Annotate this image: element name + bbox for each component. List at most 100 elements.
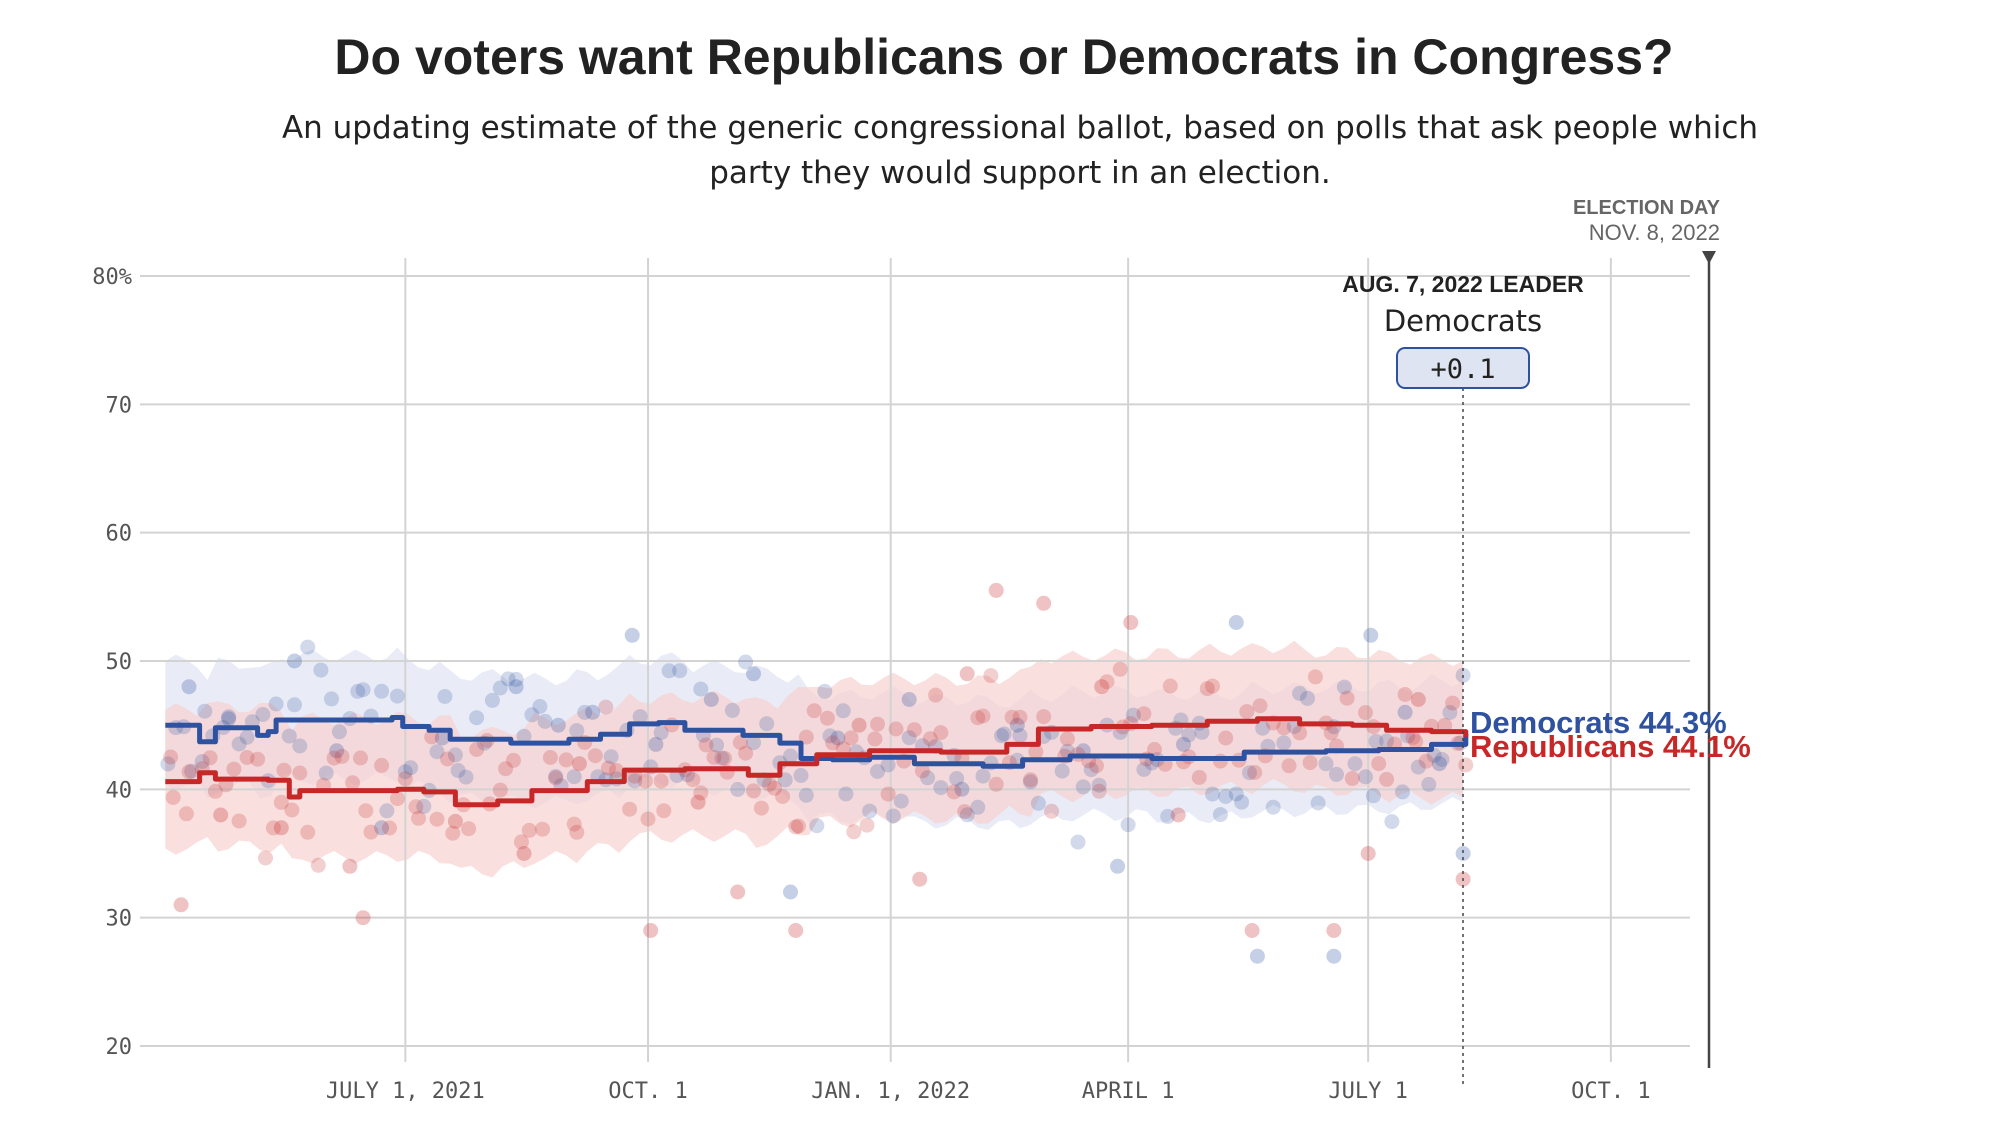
republicans-poll-dot xyxy=(1307,669,1323,685)
republicans-poll-dot xyxy=(732,735,748,750)
republicans-poll-dot xyxy=(1205,678,1220,694)
democrats-poll-dot xyxy=(532,699,548,714)
republicans-poll-dot xyxy=(566,816,582,832)
democrats-poll-dot xyxy=(661,663,677,679)
republicans-poll-dot xyxy=(231,813,247,829)
republicans-poll-dot xyxy=(1094,679,1110,695)
republicans-poll-dot xyxy=(265,820,281,836)
republicans-poll-dot xyxy=(535,821,550,837)
democrats-poll-dot xyxy=(1292,685,1308,701)
democrats-poll-dot xyxy=(1125,707,1141,723)
republicans-poll-dot xyxy=(959,666,975,682)
democrats-poll-dot xyxy=(1194,724,1210,740)
democrats-poll-dot xyxy=(1009,717,1025,733)
democrats-trend-line xyxy=(165,715,1469,769)
republicans-poll-dot xyxy=(846,824,862,840)
democrats-poll-dot xyxy=(627,773,643,789)
republicans-poll-dot xyxy=(988,776,1004,792)
y-tick-label: 50 xyxy=(106,650,133,675)
leader-margin-badge xyxy=(1396,347,1530,389)
republicans-poll-dot xyxy=(1458,757,1474,773)
republicans-poll-dot xyxy=(334,748,350,764)
republicans-poll-dot xyxy=(1302,755,1318,771)
democrats-poll-dot xyxy=(1160,808,1176,824)
x-tick-label: OCT. 1 xyxy=(608,1079,687,1104)
republicans-poll-dot xyxy=(1344,771,1360,786)
republicans-poll-dot xyxy=(1036,709,1052,725)
democrats-poll-dot xyxy=(885,808,901,824)
republicans-poll-dot xyxy=(569,824,585,840)
democrats-poll-dot xyxy=(933,780,949,796)
democrats-poll-dot xyxy=(429,744,445,760)
democrats-end-label: Democrats 44.3% xyxy=(1470,705,1727,740)
democrats-poll-dot xyxy=(1234,794,1250,810)
republicans-poll-dot xyxy=(345,775,361,791)
democrats-poll-dot xyxy=(703,692,719,707)
republicans-poll-dot xyxy=(342,858,358,874)
democrats-poll-dot xyxy=(830,730,846,746)
republicans-poll-dot xyxy=(258,850,273,866)
leader-label: AUG. 7, 2022 LEADER xyxy=(1342,271,1584,297)
democrats-poll-dot xyxy=(221,709,237,725)
republicans-poll-dot xyxy=(1247,765,1263,780)
republicans-poll-dot xyxy=(637,773,653,789)
democrats-poll-dot xyxy=(1336,679,1352,695)
x-tick-label: JULY 1 xyxy=(1328,1079,1407,1104)
republicans-poll-dot xyxy=(788,923,804,938)
republicans-poll-dot xyxy=(1379,771,1395,787)
republicans-poll-dot xyxy=(587,748,603,764)
chart-title: Do voters want Republicans or Democrats … xyxy=(334,29,1674,85)
democrats-poll-dot xyxy=(1300,690,1315,706)
republicans-poll-dot xyxy=(1099,674,1115,690)
democrats-poll-dot xyxy=(403,760,419,776)
democrats-poll-dot xyxy=(1249,948,1265,964)
republicans-poll-dot xyxy=(608,763,624,778)
republicans-poll-dot xyxy=(1276,720,1292,736)
republicans-poll-dot xyxy=(374,757,390,773)
republicans-poll-dot xyxy=(843,730,859,746)
republicans-poll-dot xyxy=(1339,690,1355,706)
republicans-poll-dot xyxy=(1059,731,1075,747)
democrats-poll-dot xyxy=(672,663,688,679)
democrats-poll-dot xyxy=(484,692,500,708)
republicans-poll-dot xyxy=(408,799,424,815)
y-tick-label: 60 xyxy=(106,522,133,547)
democrats-poll-dot xyxy=(437,689,453,704)
democrats-poll-dot xyxy=(331,724,347,740)
y-tick-label: 40 xyxy=(106,778,133,803)
republicans-poll-dot xyxy=(506,752,521,768)
republicans-poll-dot xyxy=(250,751,266,767)
republicans-poll-dot xyxy=(693,785,709,801)
democrats-poll-dot xyxy=(197,703,213,719)
republicans-poll-dot xyxy=(1162,678,1178,694)
republicans-poll-dot xyxy=(445,825,461,841)
democrats-poll-dot xyxy=(1110,858,1126,874)
democrats-poll-dot xyxy=(313,662,329,678)
republicans-poll-dot xyxy=(207,783,223,799)
republicans-poll-dot xyxy=(717,750,732,766)
democrats-poll-dot xyxy=(835,703,851,719)
democrats-poll-dot xyxy=(996,726,1012,742)
democrats-poll-dot xyxy=(1326,948,1342,964)
democrats-poll-dot xyxy=(809,818,825,834)
democrats-poll-dot xyxy=(1358,769,1373,785)
democrats-poll-dot xyxy=(231,736,247,752)
democrats-poll-dot xyxy=(1379,733,1395,749)
democrats-poll-dot xyxy=(1329,766,1344,782)
republicans-poll-dot xyxy=(202,750,218,766)
y-axis-ticks: 20 30 40 50 60 70 80% xyxy=(92,265,132,1060)
democrats-poll-dot xyxy=(281,728,297,744)
republicans-poll-dot xyxy=(1252,698,1268,714)
democrats-poll-dot xyxy=(389,688,405,704)
democrats-poll-dot xyxy=(746,666,761,682)
republicans-poll-dot xyxy=(1004,709,1020,725)
republicans-poll-dot xyxy=(492,782,508,798)
democrats-poll-dot xyxy=(492,680,508,696)
democrats-poll-dot xyxy=(350,683,366,699)
republicans-poll-dot xyxy=(163,749,179,765)
democrats-poll-dot xyxy=(746,735,761,751)
republicans-poll-dot xyxy=(933,725,949,741)
republicans-poll-dot xyxy=(358,803,374,819)
democrats-poll-dot xyxy=(994,728,1009,744)
democrats-poll-dot xyxy=(714,750,730,766)
